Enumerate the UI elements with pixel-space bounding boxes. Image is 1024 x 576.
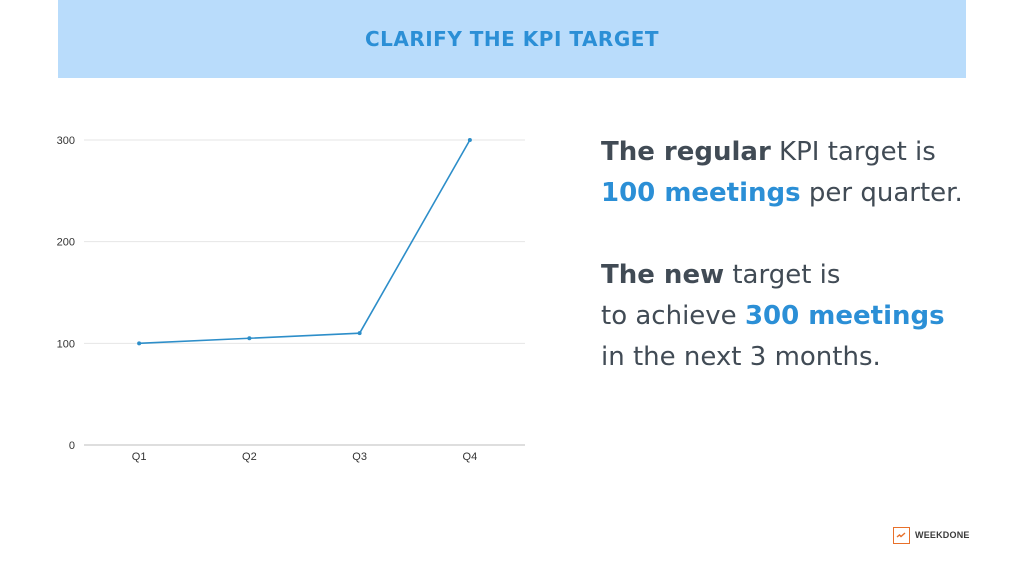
- page-title: CLARIFY THE KPI TARGET: [364, 27, 660, 51]
- y-axis-ticks: 0 100 200 300: [57, 135, 75, 452]
- data-point: [137, 341, 142, 346]
- statement-line-4: to achieve 300 meetings: [601, 296, 1001, 337]
- x-tick-label: Q4: [463, 451, 478, 463]
- statement-line-3: The new target is: [601, 255, 1001, 296]
- y-tick-label: 100: [57, 338, 75, 350]
- weekdone-logo-icon: [893, 527, 910, 544]
- statement-line-2-rest: per quarter.: [800, 178, 963, 208]
- header-banner: CLARIFY THE KPI TARGET: [58, 0, 966, 78]
- data-point: [247, 336, 252, 341]
- statement-line-4-pre: to achieve: [601, 301, 745, 331]
- data-point: [357, 331, 362, 336]
- x-axis-ticks: Q1 Q2 Q3 Q4: [132, 451, 477, 463]
- statement-line-5: in the next 3 months.: [601, 342, 881, 372]
- x-tick-label: Q1: [132, 451, 147, 463]
- statement-new-rest: target is: [724, 260, 841, 290]
- x-tick-label: Q2: [242, 451, 257, 463]
- weekdone-logo-text: WEEKDONE: [915, 530, 970, 540]
- regular-target-highlight: 100 meetings: [601, 178, 801, 208]
- new-target-highlight: 300 meetings: [744, 301, 945, 331]
- statement-line-2: 100 meetings per quarter.: [601, 173, 1001, 214]
- data-point: [467, 138, 472, 142]
- paragraph-spacer: [601, 214, 1001, 255]
- series-line: [137, 138, 472, 346]
- kpi-statement: The regular KPI target is 100 meetings p…: [601, 132, 1001, 378]
- statement-regular-bold: The regular: [601, 137, 771, 167]
- x-tick-label: Q3: [352, 451, 367, 463]
- statement-regular-rest: KPI target is: [770, 137, 936, 167]
- kpi-line-chart: 0 100 200 300 Q1 Q2 Q3 Q4: [57, 135, 525, 463]
- statement-new-bold: The new: [601, 260, 725, 290]
- series-line-path: [139, 139, 471, 345]
- y-tick-label: 0: [69, 440, 75, 452]
- statement-line-1: The regular KPI target is: [601, 132, 1001, 173]
- grid-lines: [84, 139, 525, 446]
- y-tick-label: 200: [57, 237, 75, 249]
- y-tick-label: 300: [57, 135, 75, 147]
